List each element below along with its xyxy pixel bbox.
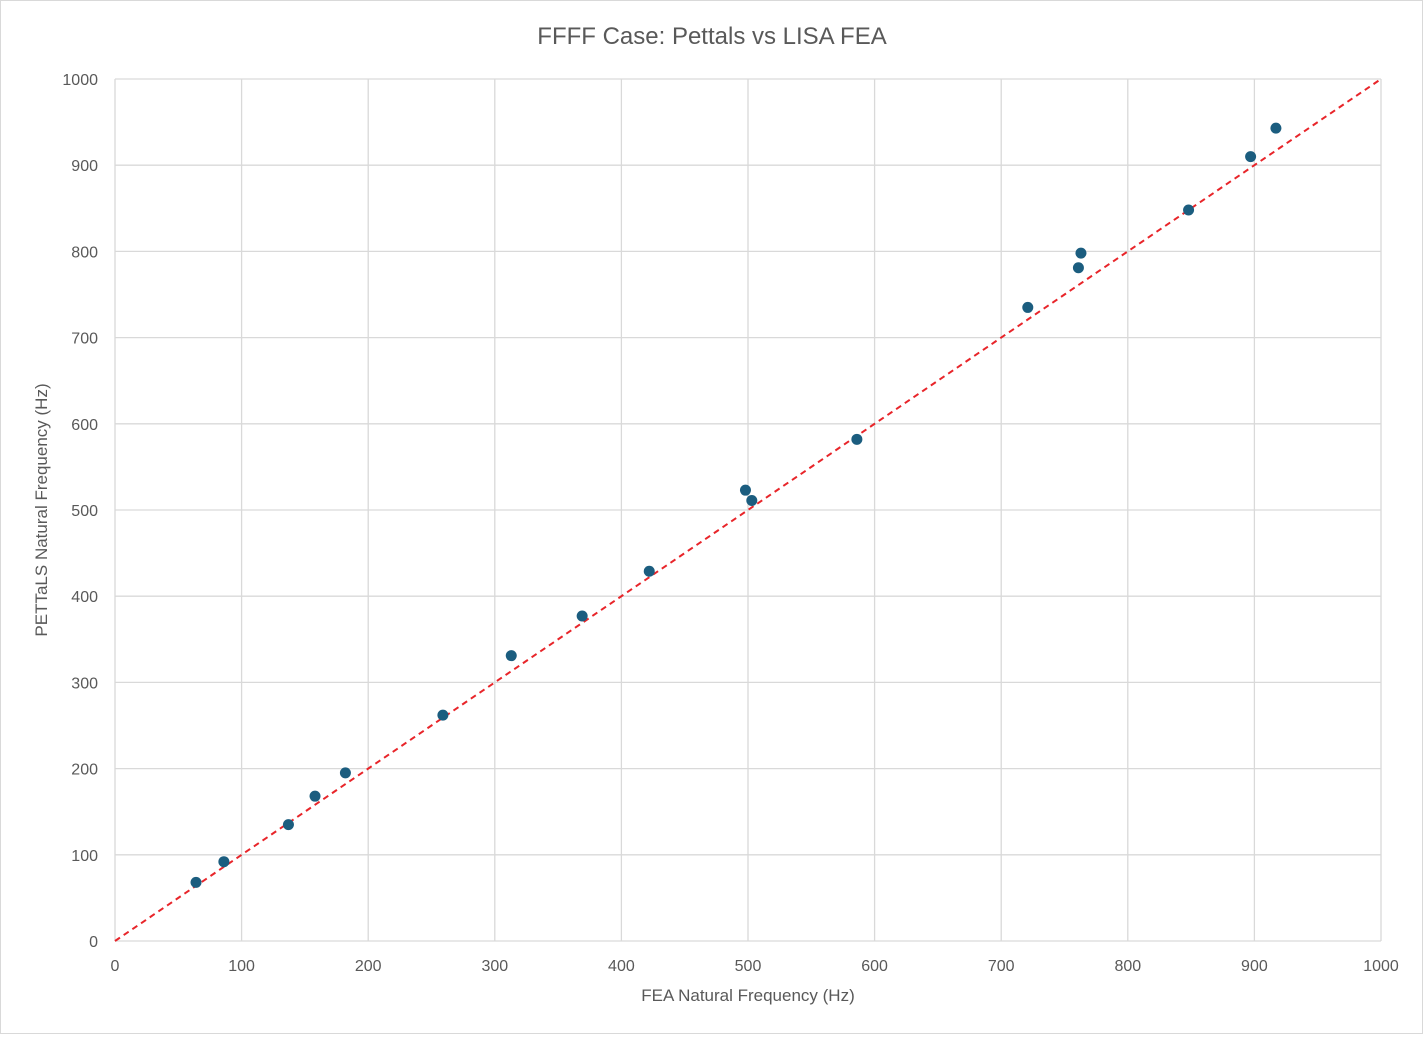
y-tick-label: 900 <box>71 158 98 175</box>
data-point <box>1022 301 1034 313</box>
data-point <box>746 495 758 507</box>
y-tick-label: 700 <box>71 331 98 348</box>
data-point <box>282 819 294 831</box>
y-axis-ticks: 0 100 200 300 400 500 600 700 800 900 1000 <box>62 72 98 951</box>
data-point <box>309 790 321 802</box>
data-point <box>1270 122 1282 134</box>
data-point <box>505 650 517 662</box>
x-axis-ticks: 0 100 200 300 400 500 600 700 800 900 1000 <box>111 958 1399 975</box>
y-tick-label: 400 <box>71 589 98 606</box>
x-tick-label: 600 <box>861 958 888 975</box>
x-tick-label: 1000 <box>1363 958 1399 975</box>
data-point <box>643 565 655 577</box>
x-tick-label: 300 <box>481 958 508 975</box>
y-tick-label: 500 <box>71 503 98 520</box>
y-tick-label: 0 <box>89 934 98 951</box>
x-tick-label: 0 <box>111 958 120 975</box>
y-tick-label: 200 <box>71 762 98 779</box>
data-point <box>339 767 351 779</box>
gridlines <box>114 78 1382 942</box>
x-tick-label: 800 <box>1114 958 1141 975</box>
data-point <box>739 484 751 496</box>
x-axis-title: FEA Natural Frequency (Hz) <box>641 986 855 1005</box>
reference-line <box>114 78 1382 942</box>
x-tick-label: 900 <box>1241 958 1268 975</box>
data-points <box>190 122 1282 888</box>
x-tick-label: 400 <box>608 958 635 975</box>
y-tick-label: 1000 <box>62 72 98 89</box>
chart-title: FFFF Case: Pettals vs LISA FEA <box>537 23 886 50</box>
data-point <box>576 610 588 622</box>
data-point <box>1072 262 1084 274</box>
x-tick-label: 100 <box>228 958 255 975</box>
y-axis-title: PETTaLS Natural Frequency (Hz) <box>32 383 51 636</box>
data-point <box>437 709 449 721</box>
data-point <box>218 856 230 868</box>
x-tick-label: 200 <box>355 958 382 975</box>
y-tick-label: 100 <box>71 848 98 865</box>
data-point <box>1183 204 1195 216</box>
data-point <box>851 433 863 445</box>
x-tick-label: 500 <box>735 958 762 975</box>
y-tick-label: 300 <box>71 675 98 692</box>
data-point <box>1245 151 1257 163</box>
y-tick-label: 600 <box>71 417 98 434</box>
reference-line-group <box>114 78 1382 942</box>
data-point <box>1075 247 1087 259</box>
y-tick-label: 800 <box>71 244 98 261</box>
data-point <box>190 876 202 888</box>
x-tick-label: 700 <box>988 958 1015 975</box>
